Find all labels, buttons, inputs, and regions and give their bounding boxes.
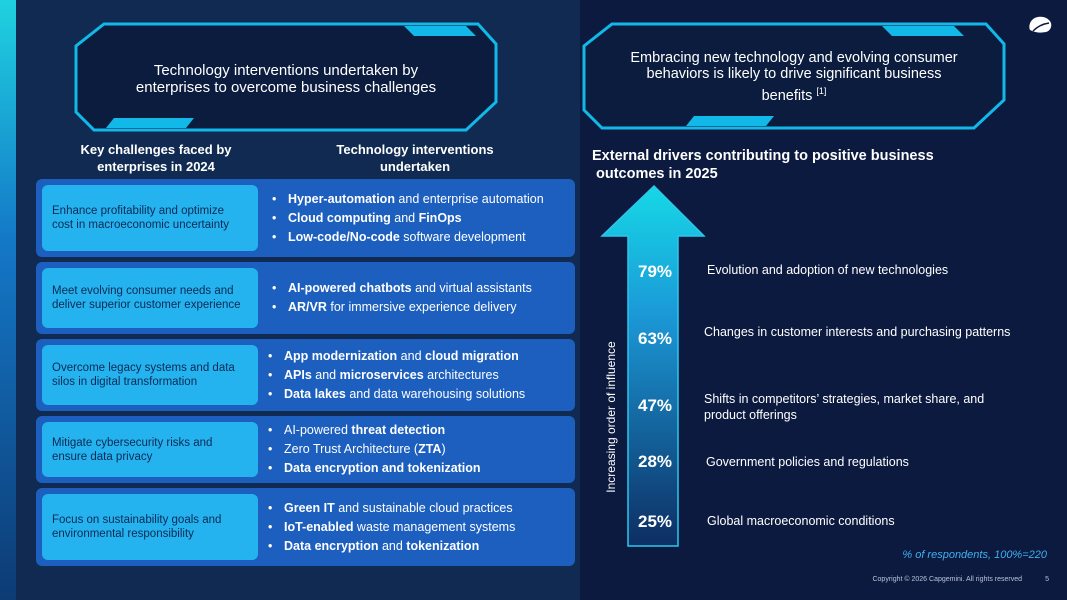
copyright: Copyright © 2026 Capgemini. All rights r… [872,576,1022,583]
influence-arrow [600,184,706,547]
challenge-label: Enhance profitability and optimize cost … [42,185,258,251]
right-banner-frame [582,22,1006,130]
intervention-item: Zero Trust Architecture (ZTA) [268,440,569,459]
left-accent-bar [0,0,16,600]
right-banner-line-3: benefits [761,87,813,104]
driver-label: Shifts in competitors’ strategies, marke… [704,392,985,422]
challenge-row: Overcome legacy systems and data silos i… [36,339,575,411]
intervention-item: Data encryption and tokenization [268,537,569,556]
intervention-item: Low-code/No-code software development [272,228,569,247]
capgemini-logo-icon [1029,16,1052,33]
axis-label: Increasing order of influence [604,341,618,493]
footnote-ref: [1] [816,85,827,96]
intervention-item: Hyper-automation and enterprise automati… [272,190,569,209]
intervention-item: Data lakes and data warehousing solution… [268,385,569,404]
intervention-item: AR/VR for immersive experience delivery [272,298,569,317]
right-banner: Embracing new technology and evolving co… [582,22,1006,132]
value-label: 63% [637,329,673,348]
intervention-item: AI-powered threat detection [268,421,569,440]
value-label: 28% [637,452,673,471]
chart-title-2: outcomes in 2025 [596,166,718,182]
challenge-label: Overcome legacy systems and data silos i… [42,345,258,405]
challenge-label: Focus on sustainability goals and enviro… [42,494,258,560]
challenge-label: Meet evolving consumer needs and deliver… [42,268,258,328]
driver-label: Government policies and regulations [706,455,909,469]
respondents-note: % of respondents, 100%=220 [902,549,1047,561]
col-header-interventions: Technology interventions undertaken [300,141,530,175]
intervention-item: AI-powered chatbots and virtual assistan… [272,279,569,298]
driver-label: Global macroeconomic conditions [707,514,895,528]
right-banner-line-2: behaviors is likely to drive significant… [646,66,942,83]
page-number: 5 [1045,576,1049,583]
intervention-list: Green IT and sustainable cloud practices… [268,488,569,566]
challenge-row: Meet evolving consumer needs and deliver… [36,262,575,334]
intervention-list: App modernization and cloud migration AP… [268,339,569,411]
left-banner: Technology interventions undertaken by e… [74,22,498,136]
intervention-item: Green IT and sustainable cloud practices [268,499,569,518]
intervention-item: Cloud computing and FinOps [272,209,569,228]
col-header-interventions-1: Technology interventions [336,142,494,157]
right-banner-line-1: Embracing new technology and evolving co… [630,49,958,66]
challenge-label: Mitigate cybersecurity risks and ensure … [42,422,258,477]
chart-title: External drivers contributing to positiv… [592,147,1012,183]
col-header-challenges-2: enterprises in 2024 [97,159,215,174]
value-label: 47% [637,396,673,415]
left-banner-frame [74,22,498,132]
driver-label: Evolution and adoption of new technologi… [707,263,949,277]
challenge-row: Focus on sustainability goals and enviro… [36,488,575,566]
driver-label: Changes in customer interests and purcha… [704,325,1011,339]
intervention-item: Data encryption and tokenization [268,459,569,478]
challenge-row: Enhance profitability and optimize cost … [36,179,575,257]
col-header-challenges-1: Key challenges faced by [80,142,232,157]
value-label: 25% [637,512,673,531]
left-banner-title-2: enterprises to overcome business challen… [135,79,437,96]
value-label: 79% [637,262,673,281]
left-banner-title-1: Technology interventions undertaken by [153,62,419,79]
intervention-item: IoT-enabled waste management systems [268,518,569,537]
intervention-item: APIs and microservices architectures [268,366,569,385]
intervention-list: AI-powered chatbots and virtual assistan… [272,262,569,334]
intervention-list: Hyper-automation and enterprise automati… [272,179,569,257]
challenge-row: Mitigate cybersecurity risks and ensure … [36,416,575,483]
intervention-list: AI-powered threat detection Zero Trust A… [268,416,569,483]
col-header-interventions-2: undertaken [379,159,451,174]
col-header-challenges: Key challenges faced by enterprises in 2… [58,141,254,175]
intervention-item: App modernization and cloud migration [268,347,569,366]
chart-title-1: External drivers contributing to positiv… [592,148,934,164]
